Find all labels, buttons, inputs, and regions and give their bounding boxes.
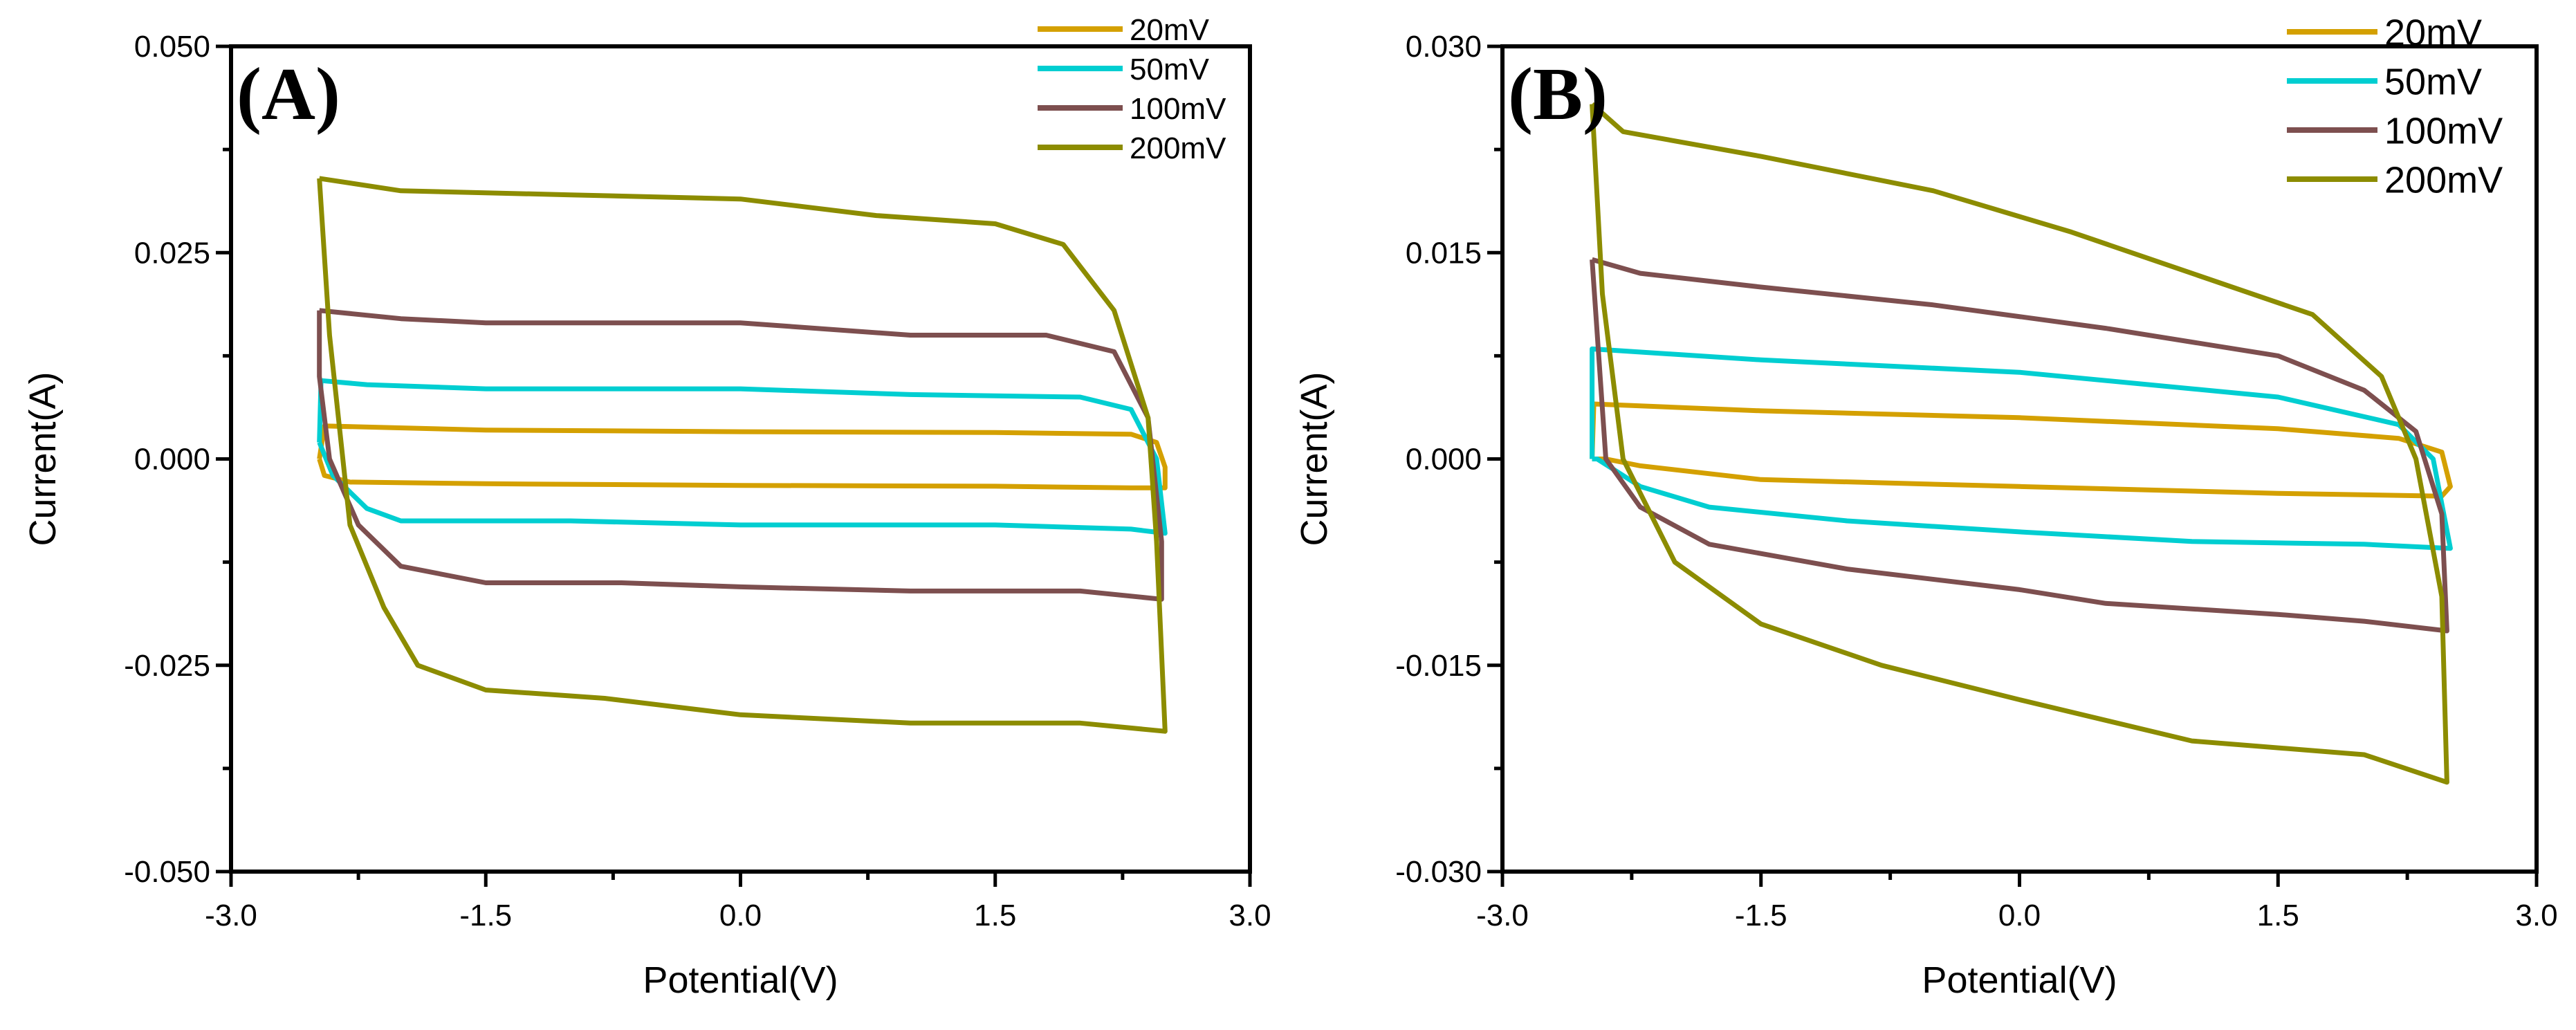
series-line-200mV	[317, 176, 1168, 734]
x-axis-title: Potential(V)	[643, 959, 838, 1001]
x-tick-label: 3.0	[1229, 899, 1271, 932]
series-line-50mV	[317, 378, 1168, 536]
y-tick-label: 0.030	[1406, 30, 1482, 64]
y-axis-title: Current(A)	[22, 371, 64, 546]
y-tick-label: -0.050	[124, 855, 210, 889]
x-axis-title: Potential(V)	[1922, 959, 2117, 1001]
x-tick-label: -3.0	[205, 899, 257, 932]
legend-label: 50mV	[1130, 53, 1210, 86]
series-line-20mV	[1590, 401, 2453, 499]
x-tick-label: 3.0	[2515, 899, 2557, 932]
x-tick-label: 0.0	[719, 899, 762, 932]
y-tick-label: -0.030	[1395, 855, 1482, 889]
legend-label: 200mV	[2384, 159, 2503, 201]
legend-label: 100mV	[2384, 110, 2503, 151]
y-tick-label: 0.025	[134, 236, 210, 270]
legend-label: 20mV	[1130, 13, 1210, 47]
legend-label: 20mV	[2384, 12, 2482, 53]
x-tick-label: 1.5	[2257, 899, 2299, 932]
legend-label: 50mV	[2384, 61, 2482, 102]
x-tick-label: 0.0	[1998, 899, 2041, 932]
y-tick-label: 0.015	[1406, 236, 1482, 270]
legend: 20mV 50mV 100mV 200mV	[1038, 13, 1226, 165]
chart-panel-b: -3.0 -1.5 0.0 1.5 3.0 -0.030 -0.015 0.000 0.015 0…	[1294, 12, 2558, 1001]
y-tick-label: 0.050	[134, 30, 210, 64]
y-tick-label: -0.015	[1395, 649, 1482, 683]
series-line-200mV	[1590, 102, 2449, 785]
plot-frame	[229, 44, 1252, 874]
legend-label: 200mV	[1130, 131, 1226, 165]
x-tick-label: -1.5	[1735, 899, 1787, 932]
series-line-20mV	[317, 423, 1168, 490]
y-tick-label: -0.025	[124, 649, 210, 683]
y-tick-label: 0.000	[1406, 443, 1482, 477]
x-tick-label: 1.5	[974, 899, 1016, 932]
legend-label: 100mV	[1130, 92, 1226, 126]
y-axis-title: Current(A)	[1294, 371, 1335, 546]
series-line-100mV	[1590, 257, 2449, 634]
y-tick-label: 0.000	[134, 443, 210, 477]
legend: 20mV 50mV 100mV 200mV	[2287, 12, 2503, 201]
panel-label: (B)	[1508, 53, 1608, 136]
x-tick-label: -3.0	[1476, 899, 1529, 932]
x-tick-label: -1.5	[459, 899, 512, 932]
panel-label: (A)	[237, 53, 340, 136]
chart-panel-a: -3.0 -1.5 0.0 1.5 3.0 -0.050 -0.025 0.000 0.025 0…	[22, 13, 1271, 1001]
series-line-100mV	[317, 308, 1164, 602]
plot-frame	[1500, 44, 2539, 874]
series-line-50mV	[1590, 346, 2453, 551]
